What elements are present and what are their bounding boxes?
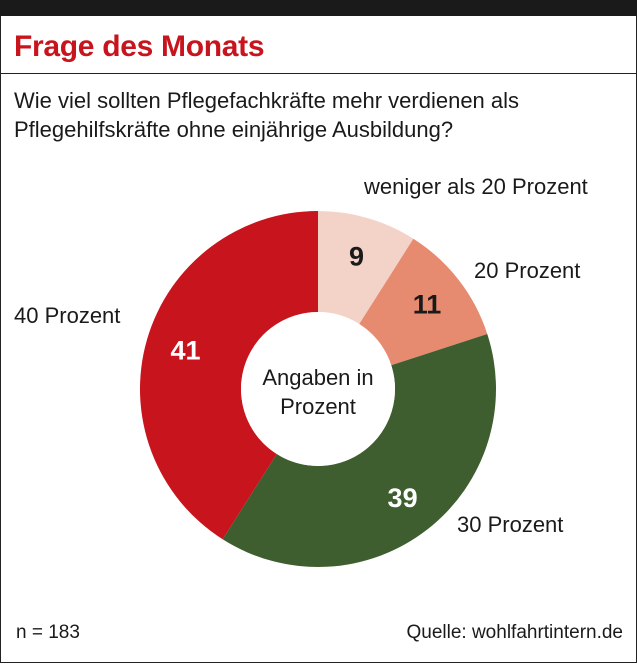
donut-hole bbox=[241, 312, 395, 466]
legend-label-less-than-20: weniger als 20 Prozent bbox=[364, 174, 588, 199]
survey-question: Wie viel sollten Pflegefachkräfte mehr v… bbox=[14, 86, 614, 144]
legend-label-40: 40 Prozent bbox=[14, 303, 121, 328]
donut-slices bbox=[140, 211, 496, 567]
donut-value-label-3: 41 bbox=[170, 335, 200, 365]
donut-slice-1 bbox=[359, 238, 488, 366]
donut-value-labels: 9 11 39 41 bbox=[170, 241, 441, 513]
center-label-line-2: Prozent bbox=[280, 394, 356, 419]
donut-slice-0 bbox=[318, 211, 414, 324]
donut-value-label-1: 11 bbox=[413, 289, 442, 319]
question-line-1: Wie viel sollten Pflegefachkräfte mehr v… bbox=[14, 88, 520, 113]
title-divider bbox=[0, 73, 637, 74]
source-credit: Quelle: wohlfahrtintern.de bbox=[406, 622, 623, 643]
center-label-line-1: Angaben in bbox=[262, 365, 373, 390]
donut-value-label-2: 39 bbox=[388, 483, 418, 513]
legend-label-30: 30 Prozent bbox=[457, 512, 564, 537]
question-line-2: Pflegehilfskräfte ohne einjährige Ausbil… bbox=[14, 117, 454, 142]
donut-slice-2 bbox=[222, 333, 496, 567]
top-bar bbox=[0, 0, 637, 16]
legend-label-20: 20 Prozent bbox=[474, 258, 581, 283]
donut-slice-3 bbox=[140, 211, 318, 540]
page-title: Frage des Monats bbox=[14, 30, 265, 63]
sample-size: n = 183 bbox=[16, 622, 80, 643]
donut-value-label-0: 9 bbox=[349, 241, 364, 271]
